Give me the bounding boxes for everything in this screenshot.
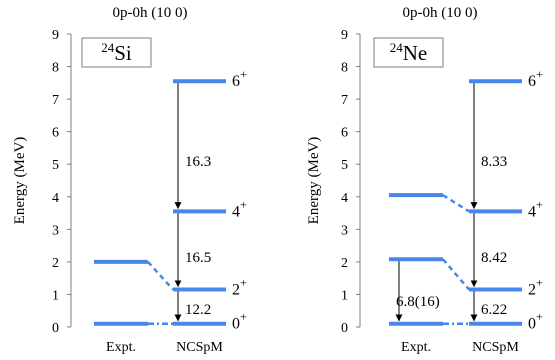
parity: + (240, 276, 247, 290)
parity: + (240, 310, 247, 324)
y-tick-label: 2 (52, 256, 59, 271)
spin-label: 6+ (232, 67, 247, 90)
y-tick-label: 7 (52, 93, 59, 108)
y-tick-label: 4 (52, 191, 59, 206)
y-tick-label: 5 (341, 158, 348, 173)
y-tick-label: 6 (341, 126, 348, 141)
spin-value: 4 (528, 203, 536, 220)
y-tick-label: 5 (52, 158, 59, 173)
y-axis-label: Energy (MeV) (12, 137, 28, 225)
nucleus-symbol: Si (114, 41, 132, 65)
transition-value: 8.42 (481, 250, 507, 266)
parity: + (536, 310, 543, 324)
x-column-label: Expt. (106, 340, 136, 355)
spin-value: 0 (528, 316, 536, 333)
y-tick-label: 2 (341, 256, 348, 271)
spin-label: 4+ (528, 197, 543, 220)
y-tick-label: 8 (52, 61, 59, 76)
parity: + (536, 67, 543, 81)
spin-label: 0+ (232, 310, 247, 333)
spin-value: 2 (528, 282, 536, 299)
y-tick-label: 0 (341, 321, 348, 336)
parity: + (536, 276, 543, 290)
spin-label: 2+ (528, 276, 543, 299)
y-tick-label: 0 (52, 321, 59, 336)
spin-value: 2 (232, 282, 240, 299)
y-tick-label: 8 (341, 61, 348, 76)
nucleus-box (81, 37, 152, 68)
y-tick-label: 1 (341, 288, 348, 303)
y-tick-label: 6 (52, 126, 59, 141)
transition-value: 6.8(16) (396, 294, 440, 310)
parity: + (240, 67, 247, 81)
y-axis-label: Energy (MeV) (306, 137, 322, 225)
y-tick-label: 3 (341, 223, 348, 238)
transition-value: 16.5 (185, 250, 211, 266)
transition-value: 6.22 (481, 302, 507, 318)
chart-panel-si: 0p-0h (10 0) 0 1 2 3 4 5 6 7 8 9 Energy (MeV) Expt. N… (12, 5, 247, 355)
x-column-label: NCSpM (472, 340, 519, 355)
spin-value: 4 (232, 203, 240, 220)
y-tick-label: 9 (52, 28, 59, 43)
nucleus-label: 24Si (101, 40, 132, 65)
nucleus-label: 24Ne (390, 40, 428, 65)
spin-label: 4+ (232, 197, 247, 220)
chart-title: 0p-0h (10 0) (403, 5, 478, 21)
parity: + (536, 197, 543, 211)
y-tick-label: 9 (341, 28, 348, 43)
spin-label: 6+ (528, 67, 543, 90)
x-column-label: Expt. (401, 340, 431, 355)
transition-value: 16.3 (185, 154, 211, 170)
spin-value: 6 (232, 73, 240, 90)
y-tick-label: 7 (341, 93, 348, 108)
level-connector (442, 258, 470, 291)
y-tick-label: 4 (341, 191, 348, 206)
x-column-label: NCSpM (176, 340, 223, 355)
level-connector (442, 194, 470, 213)
spin-value: 0 (232, 316, 240, 333)
chart-panel-ne: 0p-0h (10 0) 0 1 2 3 4 5 6 7 8 9 Energy (MeV) Expt. N… (306, 5, 543, 355)
transition-value: 12.2 (185, 302, 211, 318)
spin-value: 6 (528, 73, 536, 90)
nucleus-box (373, 37, 444, 68)
y-tick-label: 1 (52, 288, 59, 303)
nucleus-symbol: Ne (403, 41, 428, 65)
level-connector (147, 261, 174, 291)
chart-title: 0p-0h (10 0) (113, 5, 188, 21)
parity: + (240, 197, 247, 211)
spin-label: 2+ (232, 276, 247, 299)
y-tick-label: 3 (52, 223, 59, 238)
nucleus-mass: 24 (390, 40, 404, 55)
nucleus-mass: 24 (101, 40, 115, 55)
spin-label: 0+ (528, 310, 543, 333)
transition-value: 8.33 (481, 154, 507, 170)
